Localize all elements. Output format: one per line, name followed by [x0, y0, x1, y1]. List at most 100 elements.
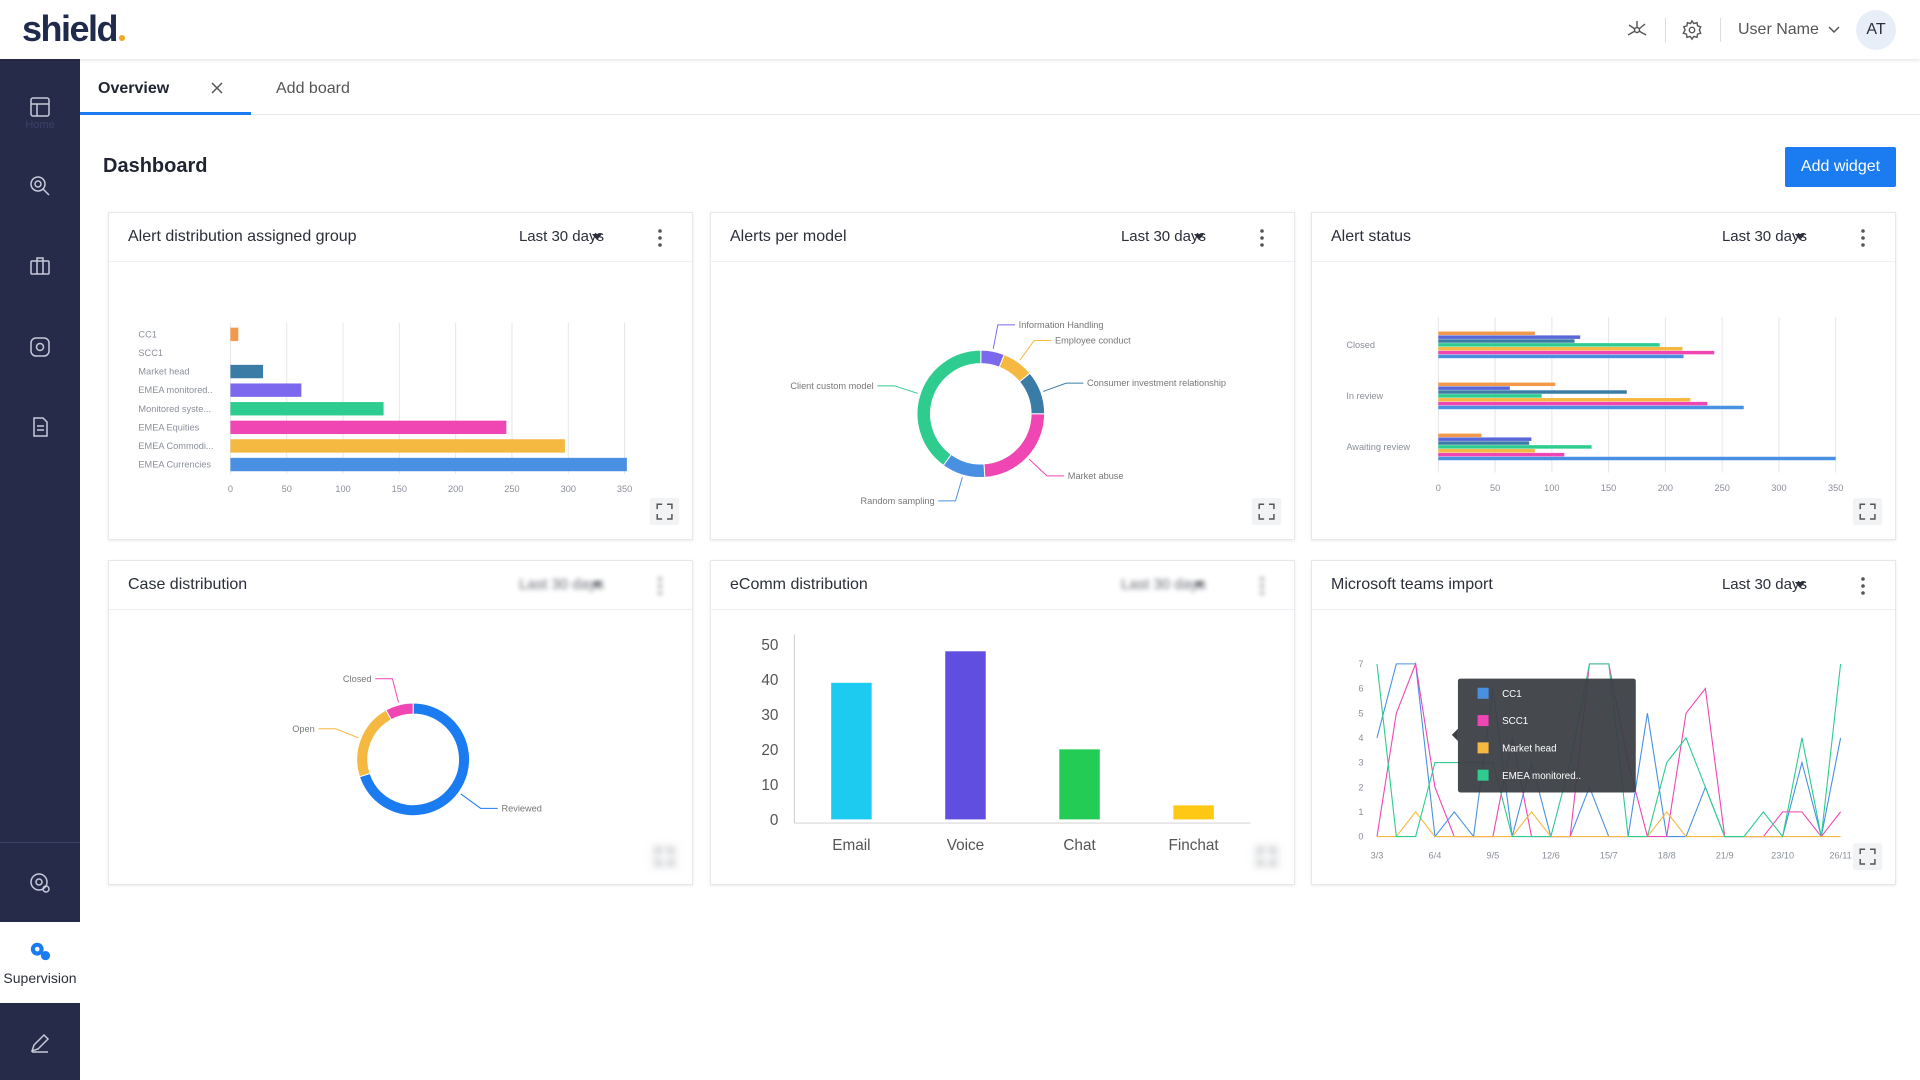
case-icon[interactable]: [28, 254, 52, 278]
logo[interactable]: shield: [22, 8, 126, 50]
x-tick-label: 23/10: [1771, 851, 1794, 861]
kebab-dot: [1260, 577, 1264, 581]
x-tick-label: 350: [617, 484, 632, 494]
tab-add-board[interactable]: Add board: [276, 80, 350, 97]
widget: Alert status Last 30 days 0 50 100 150 200 250 3…: [1311, 212, 1896, 540]
y-tick-label: EMEA monitored..: [138, 385, 212, 395]
leader-line: [938, 477, 963, 502]
kebab-dot: [1260, 584, 1264, 588]
leader-line: [1028, 458, 1065, 477]
x-tick-label: Voice: [947, 837, 984, 854]
expand-button[interactable]: [649, 843, 680, 871]
donut-segment: [983, 413, 1046, 478]
x-tick-label: 100: [335, 484, 350, 494]
logo-text: shield: [22, 8, 119, 49]
bar: [1438, 354, 1684, 359]
widget-header: Alert distribution assigned group Last 30…: [109, 213, 692, 262]
bar: [1438, 405, 1744, 410]
x-tick-label: 0: [1436, 483, 1441, 493]
tab-overview[interactable]: Overview: [98, 80, 170, 97]
caret: [1795, 234, 1805, 240]
slice-label: Client custom model: [790, 381, 873, 391]
config-icon[interactable]: [28, 335, 52, 359]
range-select[interactable]: Last 30 days: [1721, 228, 1807, 245]
expand-icon: [656, 848, 673, 865]
range-select[interactable]: Last 30 days: [1120, 576, 1206, 593]
x-tick-label: 0: [228, 484, 233, 494]
tab-close[interactable]: [210, 81, 224, 95]
widget-header: Case distribution Last 30 days: [109, 561, 692, 610]
bar: [1438, 331, 1535, 336]
donut-segment: [385, 702, 414, 721]
header-icons: [1194, 229, 1264, 247]
tooltip-swatch: [1477, 742, 1489, 754]
donut-segment: [942, 453, 986, 478]
bar: [1438, 394, 1542, 398]
search-icon[interactable]: [28, 174, 52, 198]
x-tick-label: 300: [561, 484, 576, 494]
widget-header: Microsoft teams import Last 30 days: [1312, 561, 1895, 610]
tooltip: CC1 SCC1 Market head EMEA monitored..: [1451, 678, 1636, 793]
settings-icon[interactable]: [1681, 19, 1703, 41]
report-icon[interactable]: [28, 415, 52, 439]
bar: [230, 457, 627, 472]
x-tick-label: 50: [282, 484, 292, 494]
user-name[interactable]: User Name: [1738, 21, 1819, 38]
expand-bg: [1251, 498, 1282, 526]
y-tick-label: 1: [1358, 807, 1363, 817]
expand-bg: [649, 498, 680, 526]
leader-line: [877, 385, 918, 394]
bar: [1438, 390, 1627, 394]
bar: [1438, 441, 1530, 445]
y-tick-label: 4: [1358, 733, 1363, 743]
network-icon[interactable]: [1625, 18, 1649, 42]
expand-bg: [1852, 843, 1883, 871]
expand-icon: [1859, 848, 1876, 865]
edit-icon[interactable]: [28, 1031, 52, 1055]
range-select[interactable]: Last 30 days: [1120, 228, 1206, 245]
y-tick-label: 10: [761, 777, 778, 794]
y-tick-label: 6: [1358, 684, 1363, 694]
kebab-dot: [1260, 236, 1264, 240]
widget-chart: 0 1 2 3 4 5 6 7 3/3 6/4 9/5 12/6 15/7 18/8 21/9 23/10 26…: [1358, 659, 1883, 871]
expand-button[interactable]: [1251, 498, 1282, 526]
range-select[interactable]: Last 30 days: [1721, 576, 1807, 593]
widget: Alert distribution assigned group Last 30…: [108, 212, 693, 540]
y-tick-label: CC1: [138, 329, 156, 339]
widget-chart: Information Handling Employee conduct Cons…: [790, 320, 1282, 526]
expand-button[interactable]: [1251, 843, 1282, 871]
supervision-item[interactable]: Supervision: [0, 922, 80, 1003]
widget-chart: 0 50 100 150 200 250 300 350 CC1 SCC1 Market head E…: [138, 322, 680, 526]
expand-button[interactable]: [649, 498, 680, 526]
leader-line: [992, 324, 1015, 349]
x-tick-label: 300: [1771, 483, 1786, 493]
header-icons: [1795, 577, 1865, 595]
kebab-dot: [1260, 229, 1264, 233]
expand-bg: [1251, 843, 1282, 871]
bar: [1438, 398, 1691, 402]
monitor-icon[interactable]: [28, 871, 52, 895]
expand-icon: [1258, 848, 1275, 865]
page-title: Dashboard: [103, 155, 208, 177]
leader-line: [318, 728, 359, 739]
home-icon[interactable]: [28, 95, 52, 119]
expand-icon: [1258, 503, 1275, 520]
donut-segment: [1018, 372, 1046, 415]
range-select[interactable]: Last 30 days: [518, 576, 604, 593]
add-widget-button[interactable]: Add widget: [1785, 147, 1896, 187]
y-tick-label: EMEA Equities: [138, 422, 199, 432]
range-select[interactable]: Last 30 days: [518, 228, 604, 245]
slice-label: Open: [292, 724, 315, 734]
chevron[interactable]: [1828, 26, 1840, 34]
home-label: Home: [25, 119, 55, 131]
expand-button[interactable]: [1852, 843, 1883, 871]
expand-button[interactable]: [1852, 498, 1883, 526]
widget-title: Alerts per model: [730, 228, 847, 245]
avatar[interactable]: AT: [1856, 10, 1896, 50]
kebab-dot: [1861, 243, 1865, 247]
x-tick-label: Finchat: [1168, 837, 1219, 854]
x-tick-label: 350: [1828, 483, 1843, 493]
bar: [1438, 452, 1565, 457]
